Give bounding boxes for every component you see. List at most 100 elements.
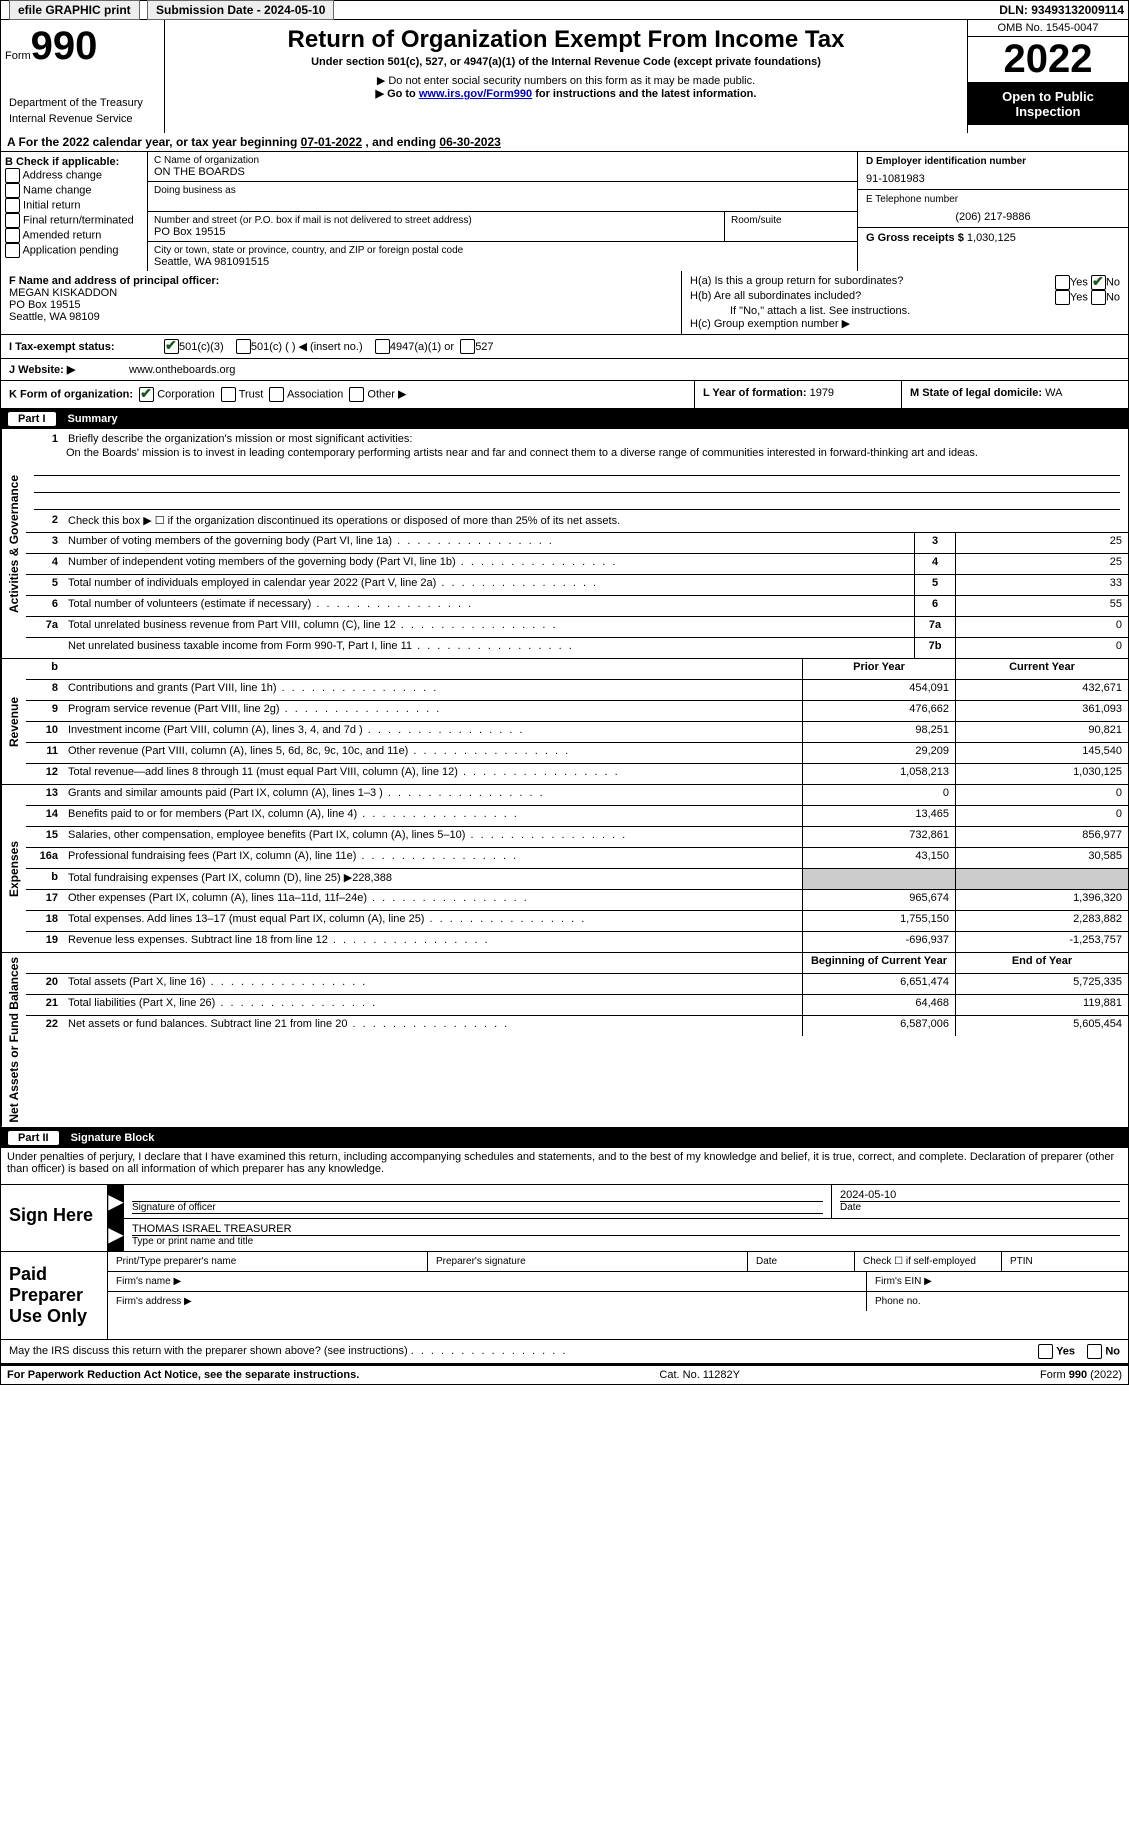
m-value: WA: [1045, 387, 1062, 399]
hb-label: H(b) Are all subordinates included?: [690, 290, 970, 305]
summary-row: 5Total number of individuals employed in…: [26, 575, 1128, 596]
revenue-section: Revenue b Prior Year Current Year 8Contr…: [0, 659, 1129, 785]
colb-option: Initial return: [5, 198, 143, 213]
dba-label: Doing business as: [154, 185, 851, 196]
sig-officer-label: Signature of officer: [132, 1201, 823, 1214]
summary-row: 14Benefits paid to or for members (Part …: [26, 806, 1128, 827]
summary-row: 22Net assets or fund balances. Subtract …: [26, 1016, 1128, 1036]
hb-no-checkbox[interactable]: [1091, 290, 1106, 305]
ha-yes-checkbox[interactable]: [1055, 275, 1070, 290]
other-checkbox[interactable]: [349, 387, 364, 402]
sig-date-value: 2024-05-10: [840, 1189, 1120, 1201]
hb-yes-checkbox[interactable]: [1055, 290, 1070, 305]
ha-label: H(a) Is this a group return for subordin…: [690, 275, 970, 290]
footer-mid: Cat. No. 11282Y: [659, 1369, 740, 1381]
527-checkbox[interactable]: [460, 339, 475, 354]
row-k: K Form of organization: Corporation Trus…: [0, 381, 1129, 409]
trust-checkbox[interactable]: [221, 387, 236, 402]
part1-title: Summary: [68, 413, 118, 425]
ein-label: D Employer identification number: [866, 156, 1120, 167]
summary-row: 11Other revenue (Part VIII, column (A), …: [26, 743, 1128, 764]
summary-row: 8Contributions and grants (Part VIII, li…: [26, 680, 1128, 701]
org-name-label: C Name of organization: [154, 155, 851, 166]
line-a-tax-year: A For the 2022 calendar year, or tax yea…: [0, 133, 1129, 152]
room-label: Room/suite: [725, 212, 857, 241]
hc-label: H(c) Group exemption number ▶: [690, 317, 1120, 330]
begin-year-header: Beginning of Current Year: [802, 953, 955, 973]
irs-label: Internal Revenue Service: [5, 113, 160, 129]
summary-row: bTotal fundraising expenses (Part IX, co…: [26, 869, 1128, 890]
discuss-no-checkbox[interactable]: [1087, 1344, 1102, 1359]
colb-option: Name change: [5, 183, 143, 198]
hb-note: If "No," attach a list. See instructions…: [730, 305, 1120, 317]
assoc-checkbox[interactable]: [269, 387, 284, 402]
topbar: efile GRAPHIC print Submission Date - 20…: [0, 0, 1129, 20]
open-to-public: Open to Public Inspection: [968, 83, 1128, 125]
501c3-checkbox[interactable]: [164, 339, 179, 354]
expenses-label: Expenses: [1, 785, 26, 952]
firm-phone-label: Phone no.: [867, 1292, 1128, 1311]
part2-title: Signature Block: [71, 1132, 155, 1144]
colb-checkbox-2[interactable]: [5, 198, 20, 213]
part1-header: Part I Summary: [0, 409, 1129, 429]
row-j-website: J Website: ▶ www.ontheboards.org: [0, 359, 1129, 381]
city-label: City or town, state or province, country…: [154, 245, 851, 256]
sign-here-section: Sign Here ▶ Signature of officer 2024-05…: [0, 1185, 1129, 1252]
colb-checkbox-5[interactable]: [5, 243, 20, 258]
m-label: M State of legal domicile:: [910, 387, 1042, 399]
line2-text: Check this box ▶ ☐ if the organization d…: [64, 512, 1128, 532]
summary-row: 18Total expenses. Add lines 13–17 (must …: [26, 911, 1128, 932]
row-i-tax-status: I Tax-exempt status: 501(c)(3) 501(c) ( …: [0, 335, 1129, 359]
l-label: L Year of formation:: [703, 387, 807, 399]
officer-label: F Name and address of principal officer:: [9, 275, 673, 287]
irs-link[interactable]: www.irs.gov/Form990: [419, 88, 532, 100]
officer-name: MEGAN KISKADDON: [9, 287, 673, 299]
colb-option: Final return/terminated: [5, 213, 143, 228]
corp-checkbox[interactable]: [139, 387, 154, 402]
addr-value: PO Box 19515: [154, 226, 718, 238]
part2-header: Part II Signature Block: [0, 1128, 1129, 1148]
501c-checkbox[interactable]: [236, 339, 251, 354]
revenue-label: Revenue: [1, 659, 26, 784]
activities-label: Activities & Governance: [1, 429, 26, 658]
4947-checkbox[interactable]: [375, 339, 390, 354]
prep-check-label: Check ☐ if self-employed: [855, 1252, 1002, 1271]
sig-date-label: Date: [840, 1201, 1120, 1213]
gross-label: G Gross receipts $: [866, 232, 964, 244]
summary-row: 4Number of independent voting members of…: [26, 554, 1128, 575]
summary-row: Net unrelated business taxable income fr…: [26, 638, 1128, 658]
summary-row: 3Number of voting members of the governi…: [26, 533, 1128, 554]
sig-name-value: THOMAS ISRAEL TREASURER: [132, 1223, 1120, 1235]
phone-label: E Telephone number: [866, 194, 1120, 205]
expenses-section: Expenses 13Grants and similar amounts pa…: [0, 785, 1129, 953]
summary-row: 21Total liabilities (Part X, line 26)64,…: [26, 995, 1128, 1016]
summary-row: 15Salaries, other compensation, employee…: [26, 827, 1128, 848]
sig-name-label: Type or print name and title: [132, 1235, 1120, 1247]
ha-no-checkbox[interactable]: [1091, 275, 1106, 290]
summary-row: 7aTotal unrelated business revenue from …: [26, 617, 1128, 638]
firm-name-label: Firm's name ▶: [108, 1272, 867, 1291]
colb-option: Application pending: [5, 243, 143, 258]
summary-row: 13Grants and similar amounts paid (Part …: [26, 785, 1128, 806]
prep-ptin-label: PTIN: [1002, 1252, 1128, 1271]
gross-value: 1,030,125: [967, 232, 1016, 244]
colb-checkbox-0[interactable]: [5, 168, 20, 183]
firm-addr-label: Firm's address ▶: [108, 1292, 867, 1311]
colb-checkbox-4[interactable]: [5, 228, 20, 243]
netassets-label: Net Assets or Fund Balances: [1, 953, 26, 1127]
summary-row: 12Total revenue—add lines 8 through 11 (…: [26, 764, 1128, 784]
preparer-label: Paid Preparer Use Only: [1, 1252, 108, 1339]
org-name: ON THE BOARDS: [154, 166, 851, 178]
line1-label: Briefly describe the organization's miss…: [64, 431, 1128, 447]
colb-checkbox-3[interactable]: [5, 213, 20, 228]
form-label: Form: [5, 50, 31, 62]
form-header: Form990 Department of the Treasury Inter…: [0, 20, 1129, 133]
footer-right: Form 990 (2022): [1040, 1369, 1122, 1381]
discuss-yes-checkbox[interactable]: [1038, 1344, 1053, 1359]
officer-addr2: Seattle, WA 98109: [9, 311, 673, 323]
efile-print-button[interactable]: efile GRAPHIC print: [9, 0, 140, 20]
row-k-label: K Form of organization:: [9, 388, 133, 400]
colb-option: Address change: [5, 168, 143, 183]
col-b-label: B Check if applicable:: [5, 156, 143, 168]
colb-checkbox-1[interactable]: [5, 183, 20, 198]
